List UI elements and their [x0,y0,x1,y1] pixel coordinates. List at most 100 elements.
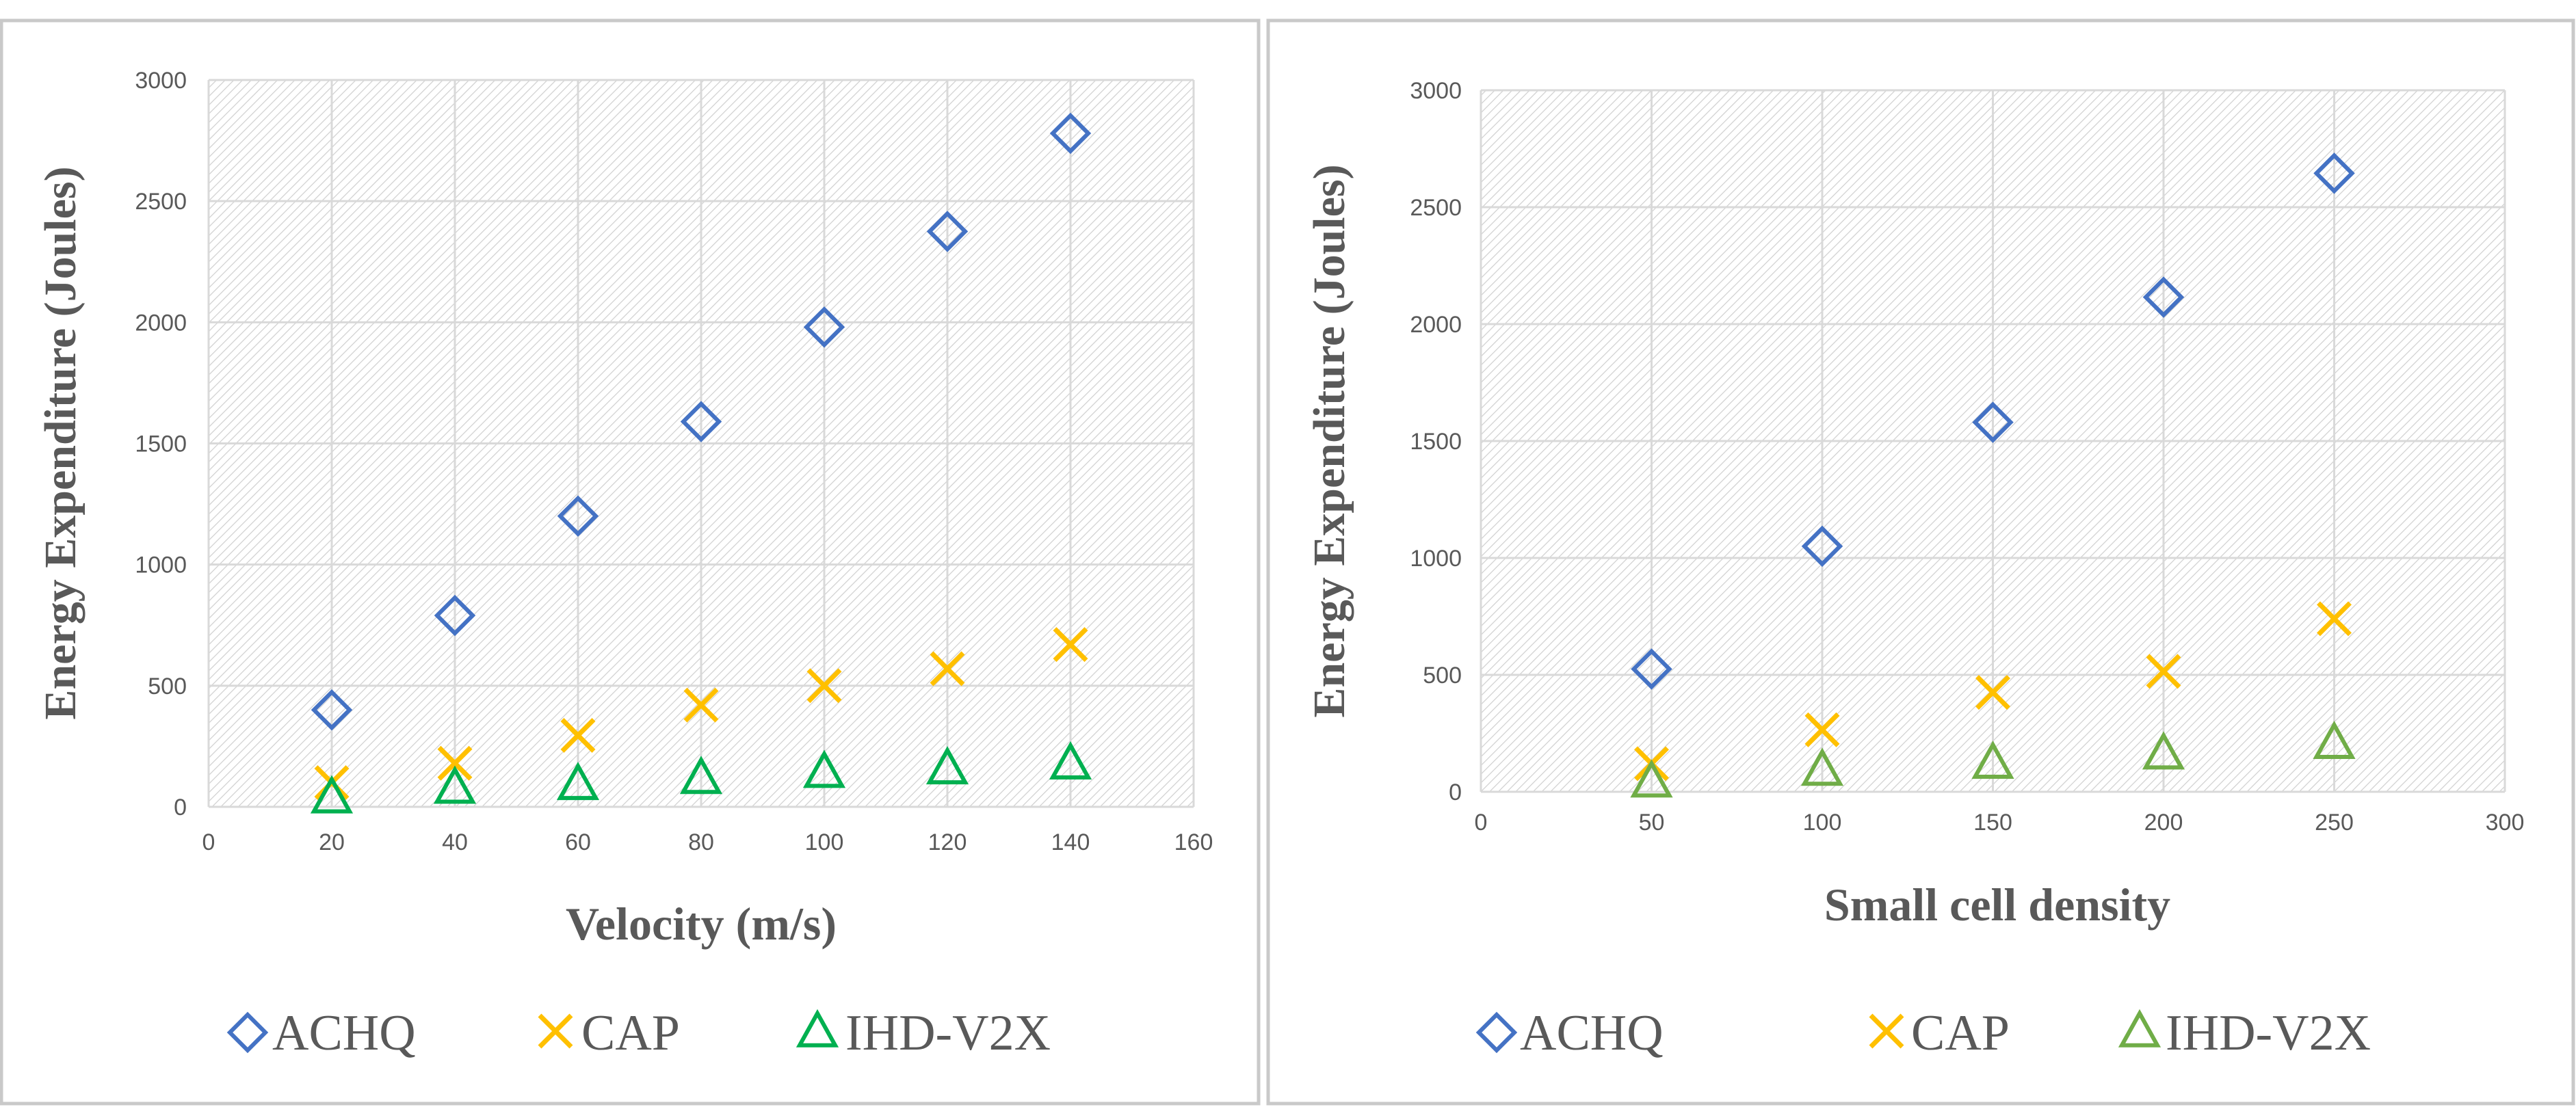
legend-item-ihd-v2x: IHD-V2X [2118,1005,2371,1061]
y-tick-label: 1000 [135,552,187,578]
point-ihd-v2x [1630,759,1673,798]
y-tick-label: 2000 [135,310,187,336]
y-tick-label: 1500 [1410,429,1462,455]
legend-marker-ihd-v2x [2118,1009,2161,1048]
legend-label-achq: ACHQ [1520,1005,1664,1061]
x-tick-labels: 0 50 100 150 200 250 300 [1475,810,2525,836]
point-ihd-v2x [1800,747,1844,786]
legend-symbol [226,1011,269,1054]
x-tick-label: 200 [2144,810,2183,836]
point-achq [1631,648,1672,690]
x-tick-label: 40 [442,829,468,855]
legend-item-ihd-v2x: IHD-V2X [796,1005,1051,1061]
x-tick-label: 250 [2315,810,2354,836]
point-cap [1804,712,1840,747]
point-cap [1053,627,1088,663]
x-tick-label: 60 [565,829,591,855]
point-achq [557,495,599,537]
point-achq [1972,401,2014,443]
point-achq [1801,525,1843,568]
point-achq [803,306,845,348]
legend-marker-cap [1869,1013,1904,1049]
legend: ACHQ CAP IHD-V2X [1475,1005,2371,1061]
legend-symbol [1475,1011,1518,1054]
legend-marker-achq [226,1011,269,1054]
legend-item-achq: ACHQ [226,1005,416,1061]
point-ihd-v2x [2313,721,2356,759]
data-points [310,112,1092,814]
point-cap [806,668,842,704]
x-tick-label: 80 [688,829,714,855]
legend-label-cap: CAP [581,1005,680,1061]
point-achq [2313,152,2355,194]
x-tick-label: 160 [1174,829,1213,855]
y-tick-label: 500 [1423,663,1462,689]
point-achq [1049,112,1092,155]
y-tick-label: 500 [148,673,187,699]
point-ihd-v2x [679,756,723,795]
point-ihd-v2x [556,762,600,801]
x-tick-label: 20 [319,829,345,855]
x-axis-label: Velocity (m/s) [566,898,837,950]
x-tick-label: 0 [202,829,215,855]
y-tick-label: 0 [1449,779,1462,805]
point-achq [680,401,722,442]
point-cap [437,745,473,781]
legend-symbol [796,1009,839,1048]
x-tick-label: 120 [928,829,967,855]
legend-label-ihd-v2x: IHD-V2X [845,1005,1051,1061]
x-tick-label: 0 [1475,810,1488,836]
data-points [1630,152,2356,798]
point-ihd-v2x [2142,731,2185,770]
x-tick-label: 50 [1639,810,1665,836]
legend-symbol [538,1013,573,1049]
legend-item-cap: CAP [1869,1005,2010,1061]
point-achq [926,211,969,252]
legend-symbol [2118,1009,2161,1048]
point-ihd-v2x [802,749,846,788]
y-tick-label: 1500 [135,431,187,457]
y-axis-label: Energy Expenditure (Joules) [36,166,86,719]
legend-marker-achq [1475,1011,1518,1054]
point-ihd-v2x [433,765,477,804]
legend-label-ihd-v2x: IHD-V2X [2166,1005,2371,1061]
legend-label-cap: CAP [1911,1005,2010,1061]
y-tick-label: 1000 [1410,546,1462,572]
point-achq [311,689,353,731]
y-tick-label: 2500 [135,189,187,215]
point-cap [2317,601,2352,637]
y-tick-label: 3000 [135,68,187,94]
x-axis-label: Small cell density [1824,879,2170,931]
y-tick-label: 3000 [1410,78,1462,104]
y-tick-labels: 0 500 1000 1500 2000 2500 3000 [1410,78,1462,805]
legend-marker-cap [538,1013,573,1049]
point-ihd-v2x [925,746,969,785]
y-tick-label: 0 [174,795,187,821]
x-tick-label: 100 [1803,810,1842,836]
y-tick-labels: 0 500 1000 1500 2000 2500 3000 [135,68,187,821]
x-tick-label: 100 [805,829,844,855]
legend: ACHQ CAP IHD-V2X [226,1005,1051,1061]
x-tick-labels: 0 20 40 60 80 100 120 140 160 [202,829,1213,855]
legend-label-achq: ACHQ [272,1005,416,1061]
velocity-chart: 0 500 1000 1500 2000 2500 3000 0 20 40 60 80 100 120… [36,68,1213,1061]
point-cap [2146,654,2181,689]
point-cap [560,717,596,753]
y-tick-label: 2000 [1410,312,1462,338]
point-cap [1975,675,2010,710]
x-tick-label: 300 [2486,810,2525,836]
point-ihd-v2x [1049,741,1092,780]
point-achq [2142,276,2185,318]
legend-item-cap: CAP [538,1005,680,1061]
x-tick-label: 140 [1051,829,1090,855]
legend-symbol [1869,1013,1904,1049]
y-axis-label: Energy Expenditure (Joules) [1304,164,1354,717]
point-ihd-v2x [310,775,354,814]
gridlines [1480,89,2506,793]
point-ihd-v2x [1971,741,2014,779]
small-cell-density-chart: 0 500 1000 1500 2000 2500 3000 0 50 100 150 200 250… [1304,78,2524,1061]
point-cap [683,687,719,723]
legend-item-achq: ACHQ [1475,1005,1664,1061]
point-cap [930,651,965,686]
